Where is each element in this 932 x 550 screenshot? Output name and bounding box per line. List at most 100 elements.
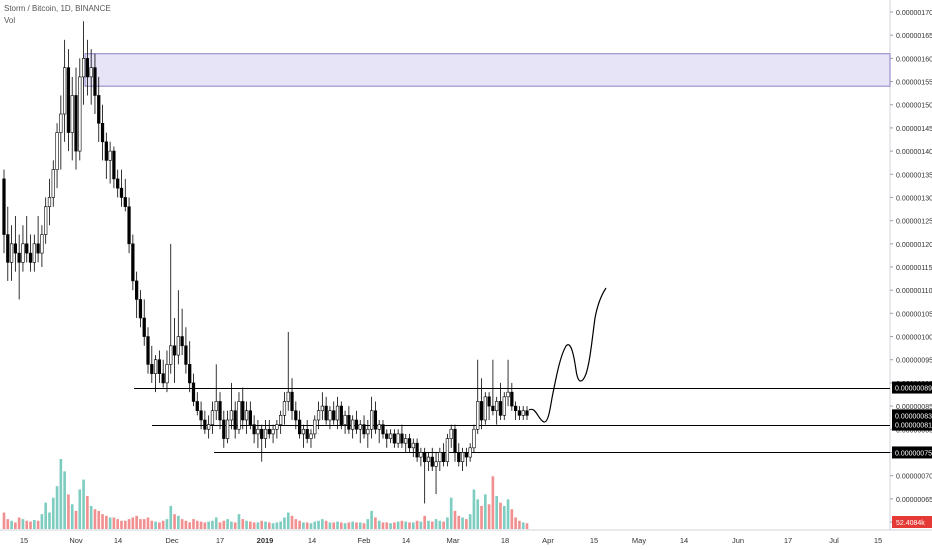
candle-body — [430, 456, 434, 467]
candle-body — [438, 452, 442, 463]
volume-bar — [480, 505, 483, 529]
candle-body — [286, 391, 290, 402]
level-price-badge: 0.00000089 — [895, 386, 932, 393]
volume-bar — [29, 521, 32, 529]
candle-body — [119, 187, 124, 198]
volume-bar — [264, 521, 267, 529]
candle-body — [373, 410, 378, 430]
candle-body — [502, 396, 506, 416]
projection-drawing[interactable] — [528, 287, 607, 423]
time-tick-label: Jul — [829, 536, 839, 545]
candle-body — [483, 396, 487, 421]
time-axis[interactable]: 15 Nov 14 Dec 17 2019 14 Feb 14 Mar 18 Apr 15 May 14 Ju… — [20, 536, 882, 545]
candle-body — [104, 141, 108, 161]
price-tick-label: 0.00000125 — [896, 219, 932, 226]
candle-body — [85, 58, 90, 78]
candle-body — [44, 206, 48, 235]
candle-body — [328, 410, 332, 421]
volume-bar — [10, 520, 13, 529]
candle-body — [324, 405, 328, 421]
time-tick-label: Feb — [358, 536, 371, 545]
candle-body — [290, 391, 294, 412]
volume-bar — [453, 510, 457, 529]
candle-body — [479, 401, 484, 421]
candle-body — [244, 410, 249, 421]
volume-pane-label: Vol — [4, 16, 16, 25]
supply-zone-rect[interactable] — [84, 53, 891, 87]
candle-body — [97, 95, 101, 124]
candle-body — [521, 410, 525, 416]
price-tick-label: 0.00000110 — [896, 288, 932, 295]
volume-bar — [14, 522, 17, 529]
volume-bar — [188, 522, 192, 529]
volume-bar — [465, 519, 468, 529]
volume-bar — [51, 497, 55, 529]
candle-body — [267, 428, 271, 435]
candle-body — [354, 419, 359, 430]
volume-bar — [317, 520, 320, 529]
price-tick-label: 0.00000105 — [896, 311, 932, 318]
volume-bar — [195, 520, 199, 529]
volume-bar — [415, 520, 419, 529]
volume-bar — [400, 520, 404, 529]
candle-body — [411, 442, 415, 449]
volume-bar — [381, 522, 385, 529]
candle-body — [225, 419, 230, 439]
volume-bar — [184, 520, 188, 529]
time-tick-label: 15 — [20, 536, 28, 545]
volume-bar — [161, 520, 165, 529]
volume-bar — [70, 504, 74, 529]
candle-body — [63, 67, 67, 115]
volume-bar — [472, 489, 476, 529]
volume-bar — [101, 514, 104, 529]
candle-body — [316, 410, 321, 421]
volume-bar — [370, 510, 373, 529]
candle-body — [514, 405, 518, 412]
volume-bar — [74, 510, 78, 529]
candle-body — [108, 150, 112, 161]
candle-body — [218, 401, 222, 421]
candle-body — [172, 345, 177, 356]
volume-bar — [165, 519, 169, 529]
candle-body — [55, 132, 59, 170]
price-tick-label: 0.00000070 — [896, 474, 932, 481]
candles — [2, 21, 529, 504]
time-tick-label: 15 — [590, 536, 598, 545]
candle-body — [176, 336, 180, 356]
price-tick-label: 0.00000095 — [896, 358, 932, 365]
candle-body — [271, 428, 275, 435]
volume-bar — [180, 519, 184, 529]
volume-bar — [82, 479, 85, 529]
candle-body — [275, 424, 279, 430]
volume-bar — [290, 515, 294, 529]
time-tick-label: May — [632, 536, 646, 545]
candle-body — [78, 76, 82, 152]
candle-body — [525, 410, 529, 416]
candle-body — [74, 95, 78, 152]
candle-body — [127, 206, 131, 245]
time-tick-label: 17 — [216, 536, 224, 545]
candle-body — [81, 58, 86, 78]
candle-body — [396, 433, 400, 444]
volume-bar — [230, 521, 233, 529]
candle-body — [377, 424, 381, 430]
candle-body — [487, 396, 491, 407]
candle-body — [294, 410, 298, 421]
candle-body — [392, 433, 396, 444]
volume-bar — [487, 504, 491, 529]
candle-body — [25, 243, 29, 254]
volume-bar — [491, 476, 495, 529]
price-tick-label: 0.00000155 — [896, 80, 932, 87]
candle-body — [138, 299, 143, 319]
volume-bar — [275, 522, 279, 529]
candle-body — [423, 452, 427, 463]
volume-bar — [86, 496, 89, 529]
candle-body — [419, 452, 423, 458]
volume-bar — [279, 521, 282, 529]
price-tick-label: 0.00000100 — [896, 335, 932, 342]
price-tick-label: 0.00000065 — [896, 497, 932, 504]
volume-bar — [237, 514, 241, 529]
price-tick-label: 0.00000160 — [896, 56, 932, 63]
volume-bar — [249, 521, 252, 529]
